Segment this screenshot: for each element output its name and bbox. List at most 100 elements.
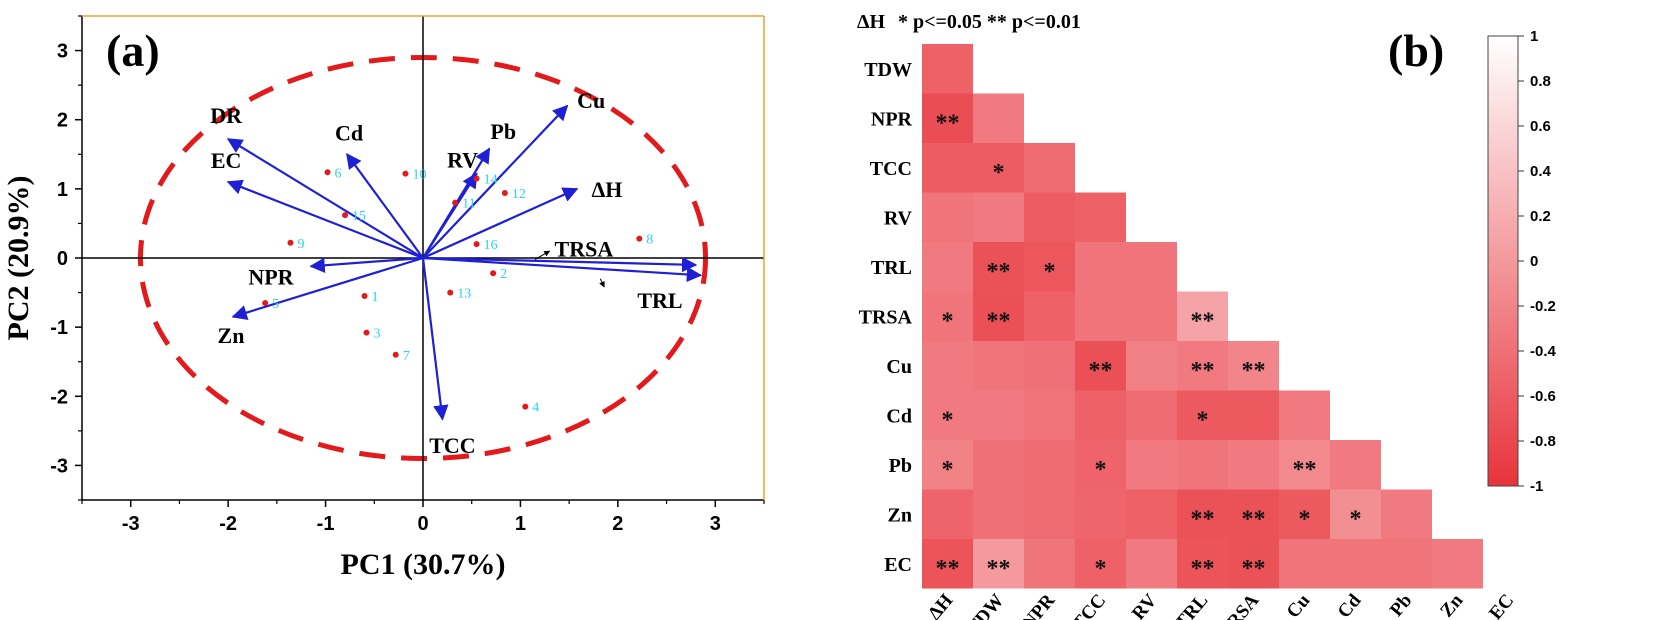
heatmap-corner-label: ΔH bbox=[857, 11, 886, 33]
score-point-label: 8 bbox=[646, 233, 653, 248]
heatmap-cell bbox=[1075, 539, 1126, 589]
significance-legend: * p<=0.05 ** p<=0.01 bbox=[898, 11, 1081, 33]
heatmap-cell bbox=[1228, 489, 1279, 539]
heatmap-cell bbox=[973, 341, 1024, 391]
colorbar-tick-label: 0.8 bbox=[1530, 73, 1551, 90]
significance-mark: ** bbox=[1293, 457, 1317, 483]
heatmap-cell bbox=[1075, 390, 1126, 440]
loading-arrow bbox=[226, 179, 424, 260]
loading-label: Cd bbox=[335, 120, 363, 145]
heatmap-cell bbox=[1177, 539, 1228, 589]
y-tick-label: 0 bbox=[57, 248, 68, 270]
loading-arrow bbox=[422, 104, 569, 259]
significance-mark: * bbox=[942, 308, 954, 334]
score-point bbox=[473, 175, 480, 182]
score-point bbox=[522, 403, 529, 410]
colorbar-tick-label: 0 bbox=[1530, 253, 1538, 270]
significance-mark: * bbox=[1044, 259, 1056, 285]
score-point bbox=[501, 190, 508, 197]
heatmap-cell bbox=[922, 192, 973, 242]
heatmap-cell bbox=[973, 192, 1024, 242]
heatmap-cell bbox=[1075, 291, 1126, 341]
y-tick-label: -2 bbox=[50, 386, 68, 408]
column-label: Cu bbox=[1283, 590, 1315, 620]
heatmap-cell bbox=[922, 143, 973, 193]
score-point bbox=[490, 270, 497, 277]
heatmap-cell bbox=[1024, 242, 1075, 292]
y-tick-label: -3 bbox=[50, 455, 68, 477]
heatmap-cell bbox=[1075, 341, 1126, 391]
heatmap-cell bbox=[1075, 440, 1126, 490]
heatmap-cell bbox=[973, 291, 1024, 341]
row-label: Cd bbox=[886, 405, 912, 427]
row-label: Pb bbox=[889, 455, 912, 477]
x-tick-label: 3 bbox=[710, 513, 721, 535]
score-point-label: 12 bbox=[512, 187, 526, 202]
row-label: TDW bbox=[864, 59, 912, 81]
loading-label: Cu bbox=[577, 88, 605, 113]
significance-mark: ** bbox=[1089, 358, 1113, 384]
row-label: NPR bbox=[871, 108, 913, 130]
heatmap-cell bbox=[922, 341, 973, 391]
heatmap-cell bbox=[1279, 440, 1330, 490]
loading-label: Zn bbox=[218, 323, 245, 348]
heatmap-cell bbox=[922, 489, 973, 539]
score-point bbox=[402, 170, 409, 177]
score-point bbox=[262, 299, 269, 306]
colorbar-tick-label: -0.6 bbox=[1530, 388, 1556, 405]
heatmap-cell bbox=[973, 390, 1024, 440]
heatmap-cell bbox=[1024, 539, 1075, 589]
score-point-label: 1 bbox=[372, 290, 379, 305]
heatmap-cell bbox=[1024, 192, 1075, 242]
heatmap-cell bbox=[973, 143, 1024, 193]
colorbar-tick-label: -0.4 bbox=[1530, 343, 1557, 360]
heatmap-cell bbox=[1024, 291, 1075, 341]
loading-label: TRL bbox=[637, 288, 682, 313]
loading-arrow bbox=[422, 187, 579, 260]
x-tick-label: -3 bbox=[122, 513, 140, 535]
score-point-label: 13 bbox=[457, 287, 471, 302]
heatmap-cell bbox=[1228, 539, 1279, 589]
loading-label: EC bbox=[211, 148, 242, 173]
column-label: RV bbox=[1128, 590, 1161, 620]
heatmap-cell bbox=[922, 93, 973, 143]
heatmap-cell bbox=[1279, 390, 1330, 440]
row-label: RV bbox=[884, 207, 913, 229]
significance-mark: * bbox=[1299, 506, 1311, 532]
column-label: ΔH bbox=[924, 590, 957, 620]
column-label: TCC bbox=[1068, 590, 1110, 620]
correlation-heatmap-panel: ΔH * p<=0.05 ** p<=0.01 (b) ***** ** ** ***… bbox=[857, 11, 1557, 620]
loading-label: TRSA bbox=[555, 237, 614, 262]
colorbar bbox=[1487, 35, 1519, 487]
loading-arrow bbox=[422, 256, 698, 273]
colorbar-tick-label: 0.2 bbox=[1530, 208, 1551, 225]
colorbar-ticks: 1 0.8 0.6 0.4 0.2 0 -0.2 -0.4 -0.6 -0.8 -1 bbox=[1518, 28, 1557, 495]
heatmap-cell bbox=[922, 242, 973, 292]
score-point bbox=[452, 199, 459, 206]
panel-label-b: (b) bbox=[1388, 25, 1444, 76]
colorbar-tick-label: 0.6 bbox=[1530, 118, 1551, 135]
heatmap-cell bbox=[1126, 489, 1177, 539]
score-point-label: 9 bbox=[297, 237, 304, 252]
loading-arrow bbox=[422, 256, 703, 283]
significance-mark: * bbox=[1095, 556, 1107, 582]
loading-arrow bbox=[309, 256, 424, 273]
row-label: TRL bbox=[871, 257, 912, 279]
heatmap-cell bbox=[1024, 440, 1075, 490]
column-label: Pb bbox=[1386, 590, 1416, 620]
heatmap-cell bbox=[1024, 143, 1075, 193]
heatmap-cell bbox=[1126, 539, 1177, 589]
loading-label: DR bbox=[210, 103, 243, 128]
panel-label-a: (a) bbox=[106, 25, 160, 76]
row-label: TCC bbox=[870, 158, 912, 180]
loading-label: TCC bbox=[429, 433, 475, 458]
y-tick-label: 3 bbox=[57, 41, 68, 63]
significance-mark: * bbox=[942, 457, 954, 483]
heatmap-cell bbox=[1381, 489, 1432, 539]
column-label: Cd bbox=[1334, 590, 1366, 620]
loading-label: Pb bbox=[490, 119, 516, 144]
score-point-label: 16 bbox=[484, 238, 498, 253]
heatmap-cell bbox=[922, 291, 973, 341]
heatmap-cell bbox=[1075, 489, 1126, 539]
